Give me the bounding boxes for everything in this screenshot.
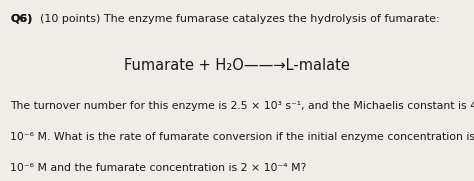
Text: 10⁻⁶ M. What is the rate of fumarate conversion if the initial enzyme concentrat: 10⁻⁶ M. What is the rate of fumarate con… <box>10 132 474 142</box>
Text: The turnover number for this enzyme is 2.5 × 10³ s⁻¹, and the Michaelis constant: The turnover number for this enzyme is 2… <box>10 101 474 111</box>
Text: Q6) (10 points) The enzyme fumarase catalyzes the hydrolysis of fumarate:: Q6) (10 points) The enzyme fumarase cata… <box>10 14 434 24</box>
Text: 10⁻⁶ M and the fumarate concentration is 2 × 10⁻⁴ M?: 10⁻⁶ M and the fumarate concentration is… <box>10 163 307 173</box>
Text: Fumarate + H₂O——→L-malate: Fumarate + H₂O——→L-malate <box>124 58 350 73</box>
Text: Q6): Q6) <box>10 14 33 24</box>
Text: (10 points) The enzyme fumarase catalyzes the hydrolysis of fumarate:: (10 points) The enzyme fumarase catalyze… <box>40 14 439 24</box>
Text: Q6): Q6) <box>10 14 33 24</box>
